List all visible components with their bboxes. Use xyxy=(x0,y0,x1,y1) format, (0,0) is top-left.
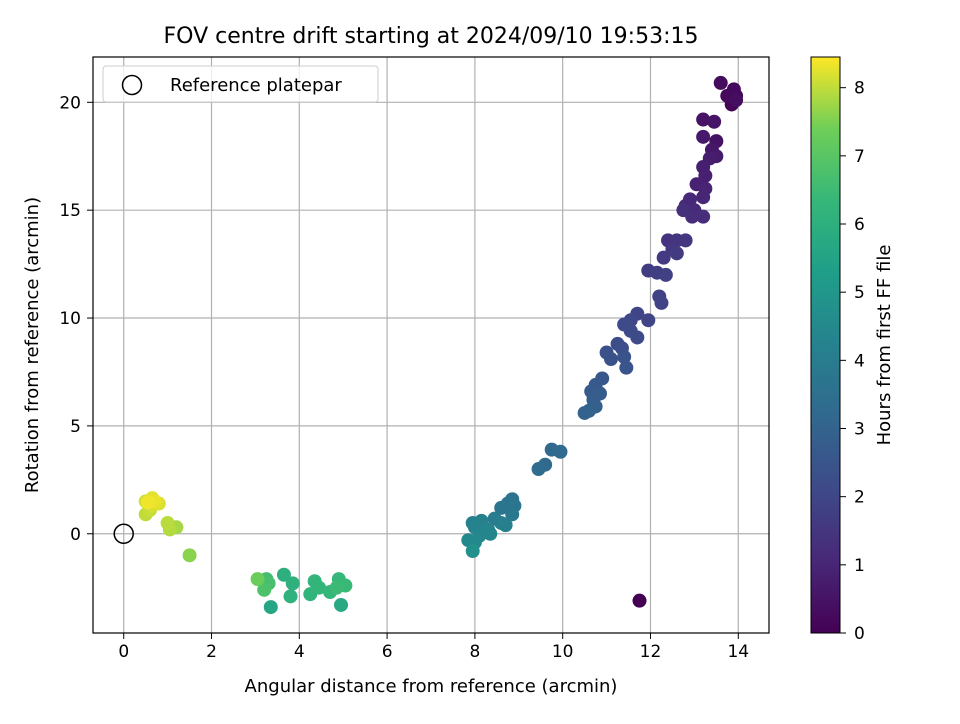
chart-title: FOV centre drift starting at 2024/09/10 … xyxy=(164,24,699,49)
colorbar-gradient xyxy=(810,56,841,634)
scatter-point xyxy=(182,548,197,563)
x-axis: 0 2 4 6 8 10 12 14 xyxy=(118,633,749,662)
legend-box xyxy=(102,65,379,103)
colorbar-tick-label: 8 xyxy=(854,79,865,99)
scatter-point xyxy=(140,495,155,510)
scatter-point xyxy=(678,233,693,248)
x-tick-label: 4 xyxy=(294,642,305,662)
colorbar-tick-label: 5 xyxy=(854,283,865,303)
y-axis-label: Rotation from reference (arcmin) xyxy=(22,197,43,493)
colorbar-ticks: 0 1 2 3 4 5 6 7 8 xyxy=(840,79,865,644)
scatter-point xyxy=(656,250,671,265)
scatter-point xyxy=(582,403,597,418)
y-tick-label: 20 xyxy=(59,93,81,113)
y-tick-label: 5 xyxy=(70,417,81,437)
scatter-point xyxy=(698,168,713,183)
x-tick-label: 0 xyxy=(118,642,129,662)
scatter-point xyxy=(619,360,634,375)
colorbar-tick-label: 0 xyxy=(854,624,865,644)
colorbar-tick-label: 3 xyxy=(854,420,865,440)
x-tick-label: 14 xyxy=(727,642,749,662)
scatter-point xyxy=(334,597,349,612)
colorbar-label: Hours from first FF file xyxy=(874,245,895,446)
legend-reference-marker xyxy=(121,74,143,96)
colorbar-tick-label: 7 xyxy=(854,147,865,167)
scatter-point xyxy=(250,572,265,587)
scatter-point xyxy=(276,567,291,582)
scatter-points xyxy=(138,75,744,615)
scatter-point xyxy=(641,313,656,328)
x-tick-label: 8 xyxy=(469,642,480,662)
scatter-point xyxy=(630,330,645,345)
scatter-point xyxy=(696,190,711,205)
x-tick-label: 6 xyxy=(382,642,393,662)
scatter-point xyxy=(465,544,480,559)
x-tick-label: 10 xyxy=(552,642,574,662)
colorbar-tick-label: 2 xyxy=(854,488,865,508)
scatter-point xyxy=(498,518,513,533)
reference-platepar-marker xyxy=(113,523,134,545)
scatter-point xyxy=(283,589,298,604)
scatter-point xyxy=(658,267,673,282)
scatter-point xyxy=(312,580,327,595)
colorbar-tick-label: 1 xyxy=(854,556,865,576)
scatter-point xyxy=(707,114,722,129)
colorbar-tick-label: 4 xyxy=(854,351,865,371)
scatter-point xyxy=(676,203,691,218)
y-tick-label: 0 xyxy=(70,525,81,545)
scatter-point xyxy=(696,129,711,144)
scatter-point xyxy=(494,500,509,515)
scatter-point xyxy=(696,209,711,224)
scatter-point xyxy=(654,295,669,310)
scatter-point xyxy=(263,600,278,615)
scatter-point xyxy=(726,82,741,97)
x-tick-label: 12 xyxy=(640,642,662,662)
scatter-point xyxy=(505,507,520,522)
y-tick-label: 10 xyxy=(59,309,81,329)
scatter-point xyxy=(285,576,300,591)
scatter-point xyxy=(632,593,647,608)
scatter-point xyxy=(553,444,568,459)
scatter-point xyxy=(531,462,546,477)
scatter-point xyxy=(696,112,711,127)
colorbar-tick-label: 6 xyxy=(854,215,865,235)
colorbar: 0 1 2 3 4 5 6 7 8 Hours from first FF file xyxy=(810,56,895,644)
scatter-point xyxy=(329,580,344,595)
x-tick-label: 2 xyxy=(206,642,217,662)
scatter-point xyxy=(729,93,744,108)
grid-lines xyxy=(93,57,769,633)
x-axis-label: Angular distance from reference (arcmin) xyxy=(245,676,618,697)
y-axis: 0 5 10 15 20 xyxy=(59,93,93,545)
legend-entry-reference: Reference platepar xyxy=(170,75,342,96)
scatter-point xyxy=(257,582,272,597)
legend: Reference platepar xyxy=(102,65,379,103)
y-tick-label: 15 xyxy=(59,201,81,221)
scatter-point xyxy=(713,75,728,90)
plot-frame xyxy=(92,56,770,634)
scatter-point xyxy=(603,352,618,367)
scatter-point xyxy=(483,526,498,541)
scatter-point xyxy=(669,246,684,261)
scatter-point xyxy=(160,515,175,530)
scatter-point xyxy=(617,349,632,364)
